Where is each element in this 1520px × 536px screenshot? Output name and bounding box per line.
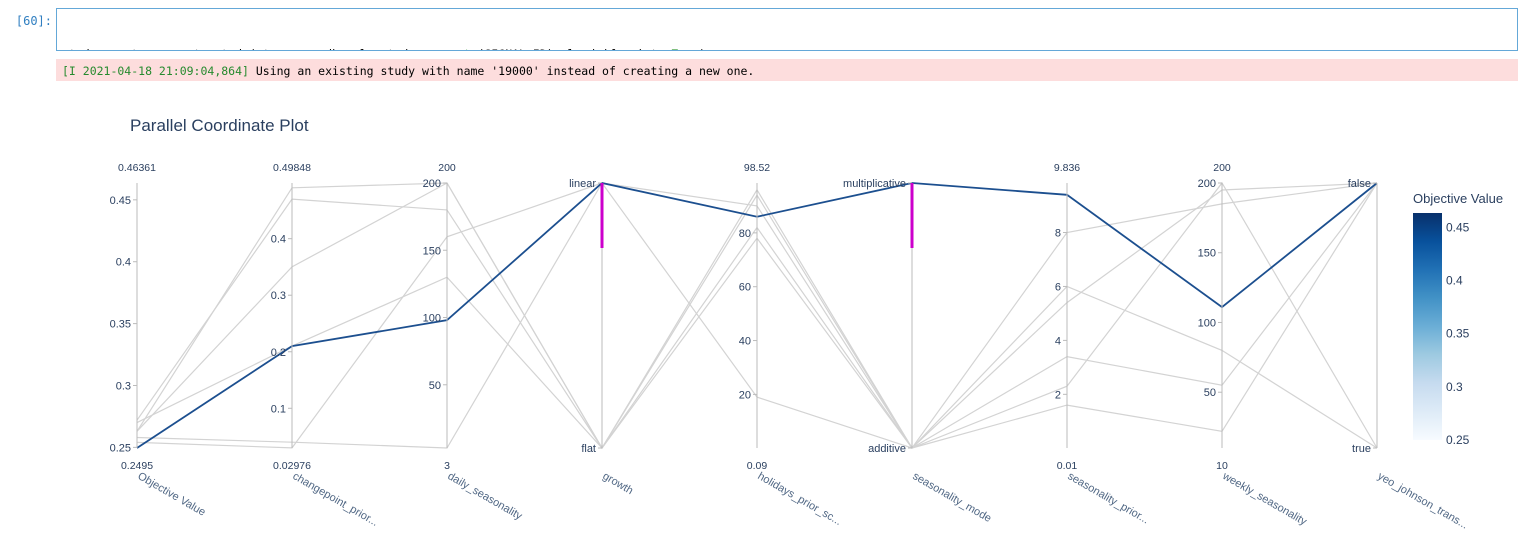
axis-title: weekly_seasonality (1220, 470, 1309, 529)
axis-title: changepoint_prior... (291, 470, 381, 529)
tick-label: 4 (1055, 335, 1061, 347)
code-token: = (664, 47, 671, 50)
tick-label: 200 (423, 178, 441, 190)
axis-range-min: 3 (444, 460, 450, 472)
axis-range-min: 0.09 (747, 460, 768, 472)
axis-range-min: 10 (1216, 460, 1228, 472)
tick-label: 150 (423, 245, 441, 257)
tick-label: 20 (739, 389, 751, 401)
code-token: db_url, study_name (318, 47, 450, 50)
colorbar-tick-label: 0.4 (1446, 274, 1463, 288)
code-token: create_study(storage (166, 47, 311, 50)
axis-title: seasonality_mode (911, 470, 994, 525)
tick-label: 80 (739, 228, 751, 240)
code-token: optuna (110, 47, 159, 50)
axis-range-min: 0.2495 (121, 460, 153, 472)
tick-label: 0.2 (271, 347, 286, 359)
tick-label: 50 (429, 380, 441, 392)
axis-7: 0.01 9.836 2 4 6 8 seasonality_prior... (1054, 162, 1151, 526)
code-cell[interactable]: study = optuna.create_study(storage = db… (56, 8, 1518, 51)
code-token: True (671, 47, 699, 50)
tick-label: 0.25 (110, 442, 131, 454)
axis-range-min: 0.02976 (273, 460, 311, 472)
tick-label: 0.4 (271, 234, 286, 246)
tick-label: 150 (1198, 248, 1216, 260)
category-label: flat (581, 443, 596, 455)
axis-range-max: 9.836 (1054, 162, 1080, 174)
code-token: str (457, 47, 478, 50)
category-label: additive (868, 443, 906, 455)
code-token: study (62, 47, 104, 50)
tick-label: 200 (1198, 178, 1216, 190)
tick-label: 100 (423, 313, 441, 325)
axis-range-min: 0.01 (1057, 460, 1078, 472)
code-token: . (159, 47, 166, 50)
code-line-1[interactable]: study = optuna.create_study(storage = db… (62, 46, 1517, 50)
tick-label: 100 (1198, 317, 1216, 329)
constraint-range-bar (910, 183, 914, 248)
output-stderr: [I 2021-04-18 21:09:04,864] Using an exi… (56, 59, 1518, 81)
code-token: (SIGNAL_ID), load_if_exists (478, 47, 665, 50)
tick-label: 0.45 (110, 195, 131, 207)
axis-range-max: 200 (1213, 162, 1231, 174)
tick-label: 60 (739, 282, 751, 294)
axis-title: daily_seasonality (446, 470, 525, 523)
colorbar (1413, 213, 1442, 440)
axis-range-max: 98.52 (744, 162, 770, 174)
colorbar-tick-label: 0.3 (1446, 380, 1463, 394)
axis-title: Objective Value (136, 470, 208, 519)
tick-label: 50 (1204, 387, 1216, 399)
tick-label: 40 (739, 336, 751, 348)
tick-label: 6 (1055, 281, 1061, 293)
plot-title: Parallel Coordinate Plot (130, 116, 309, 135)
tick-label: 0.3 (116, 380, 131, 392)
code-token: = (450, 47, 457, 50)
cell-prompt: [60]: (15, 14, 52, 28)
category-label: false (1348, 178, 1371, 190)
colorbar-tick-label: 0.25 (1446, 433, 1470, 447)
axis-range-max: 200 (438, 162, 456, 174)
category-label: linear (569, 178, 596, 190)
tick-label: 2 (1055, 389, 1061, 401)
log-prefix: [I 2021-04-18 21:09:04,864] (62, 64, 249, 78)
colorbar-title: Objective Value (1413, 191, 1503, 206)
axis-title: seasonality_prior... (1066, 470, 1151, 526)
tick-label: 0.3 (271, 290, 286, 302)
tick-label: 0.1 (271, 403, 286, 415)
colorbar-tick-label: 0.45 (1446, 220, 1470, 234)
colorbar-tick-label: 0.35 (1446, 327, 1470, 341)
axis-range-max: 0.46361 (118, 162, 156, 174)
code-token: ) (699, 47, 706, 50)
tick-label: 0.4 (116, 257, 131, 269)
category-label: true (1352, 443, 1371, 455)
log-message: Using an existing study with name '19000… (248, 64, 755, 78)
axis-range-max: 0.49848 (273, 162, 311, 174)
axis-title: yeo_johnson_trans... (1376, 470, 1470, 531)
axis-2: 0.02976 0.49848 0.1 0.2 0.3 0.4 changepoint_pr… (271, 162, 380, 529)
code-token: = (311, 47, 318, 50)
constraint-range-bar (600, 183, 604, 248)
category-label: multiplicative (843, 178, 906, 190)
tick-label: 8 (1055, 228, 1061, 240)
axis-4: flat linear growth (569, 178, 635, 497)
axis-title: holidays_prior_sc... (756, 470, 844, 528)
axis-6: additive multiplicative seasonality_mode (843, 178, 993, 525)
code-token: = (104, 47, 111, 50)
axis-title: growth (601, 470, 636, 497)
tick-label: 0.35 (110, 319, 131, 331)
